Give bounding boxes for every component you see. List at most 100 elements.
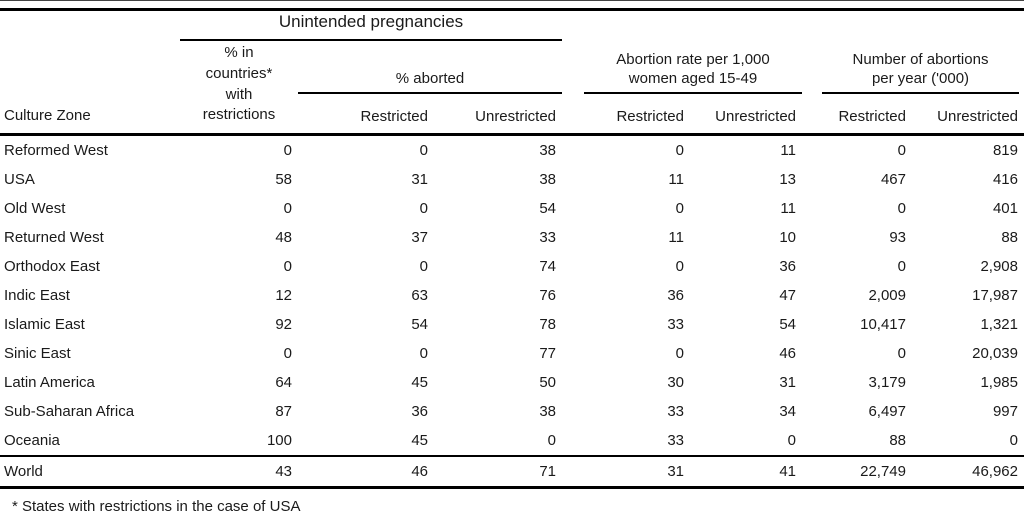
value-cell: 0 — [547, 432, 556, 449]
value-cell: 41 — [690, 455, 802, 489]
value-cell: 93 — [889, 229, 906, 246]
zone-cell: Indic East — [4, 287, 70, 304]
value-cell: 819 — [912, 133, 1024, 165]
table-row: Sub-Saharan Africa 87 36 38 33 34 6,497 … — [0, 397, 1024, 426]
value-cell: 36 — [779, 258, 796, 275]
value-cell: 38 — [434, 133, 562, 165]
column-header-count-unrestricted: Unrestricted — [937, 108, 1018, 125]
value-cell: 401 — [992, 200, 1018, 217]
value-cell: 11 — [690, 133, 802, 165]
value-cell: 48 — [275, 229, 292, 246]
value-cell: 0 — [675, 200, 684, 217]
value-cell: 997 — [992, 403, 1018, 420]
value-cell: 36 — [667, 287, 684, 304]
table-row: Latin America 64 45 50 30 31 3,179 1,985 — [0, 368, 1024, 397]
value-cell: 38 — [539, 171, 556, 188]
value-cell: 11 — [780, 200, 796, 217]
group-header-row: Culture Zone Unintended pregnancies Abor… — [0, 10, 1024, 124]
value-cell: 92 — [275, 316, 292, 333]
value-cell: 0 — [419, 345, 428, 362]
value-cell: 31 — [562, 455, 690, 489]
table-header: Culture Zone Unintended pregnancies Abor… — [0, 10, 1024, 135]
zone-cell: Sinic East — [4, 345, 71, 362]
value-cell: 87 — [275, 403, 292, 420]
zone-cell: Latin America — [4, 374, 95, 391]
column-header-culture-zone: Culture Zone — [4, 107, 91, 124]
value-cell: 0 — [419, 258, 428, 275]
value-cell: 54 — [539, 200, 556, 217]
value-cell: 33 — [667, 403, 684, 420]
value-cell: 0 — [675, 345, 684, 362]
culture-zone-abortion-table: Culture Zone Unintended pregnancies Abor… — [0, 8, 1024, 489]
value-cell: 467 — [880, 171, 906, 188]
value-cell: 46 — [298, 455, 434, 489]
value-cell: 76 — [539, 287, 556, 304]
footnote: * States with restrictions in the case o… — [12, 498, 301, 515]
value-cell: 13 — [779, 171, 796, 188]
value-cell: 0 — [283, 200, 292, 217]
value-cell: 100 — [266, 432, 292, 449]
value-cell: 0 — [675, 258, 684, 275]
value-cell: 22,749 — [802, 455, 912, 489]
value-cell: 45 — [411, 374, 428, 391]
table-row: Reformed West 0 0 38 0 11 0 819 — [0, 133, 1024, 165]
table-row: Islamic East 92 54 78 33 54 10,417 1,321 — [0, 310, 1024, 339]
table-body: Reformed West 0 0 38 0 11 0 819 USA 58 3… — [0, 133, 1024, 489]
value-cell: 71 — [434, 455, 562, 489]
value-cell: 33 — [667, 432, 684, 449]
value-cell: 38 — [539, 403, 556, 420]
value-cell: 54 — [411, 316, 428, 333]
value-cell: 46 — [779, 345, 796, 362]
column-header-aborted-unrestricted: Unrestricted — [475, 108, 556, 125]
value-cell: 10,417 — [860, 316, 906, 333]
value-cell: 1,985 — [980, 374, 1018, 391]
zone-cell: Sub-Saharan Africa — [4, 403, 135, 420]
value-cell: 30 — [667, 374, 684, 391]
value-cell: 0 — [787, 432, 796, 449]
table-row-world-total: World 43 46 71 31 41 22,749 46,962 — [0, 455, 1024, 489]
group-header-number-abortions: Number of abortions per year ('000) — [802, 10, 1024, 94]
value-cell: 0 — [897, 258, 906, 275]
value-cell: 416 — [992, 171, 1018, 188]
value-cell: 11 — [668, 171, 684, 188]
value-cell: 54 — [779, 316, 796, 333]
zone-cell: USA — [4, 171, 35, 188]
column-header-rate-restricted: Restricted — [616, 108, 684, 125]
column-header-rate-unrestricted: Unrestricted — [715, 108, 796, 125]
value-cell: 50 — [539, 374, 556, 391]
group-header-pct-aborted: % aborted — [298, 41, 562, 94]
value-cell: 0 — [562, 133, 690, 165]
value-cell: 47 — [779, 287, 796, 304]
value-cell: 31 — [411, 171, 428, 188]
value-cell: 0 — [298, 133, 434, 165]
value-cell: 37 — [411, 229, 428, 246]
zone-cell: Orthodox East — [4, 258, 100, 275]
value-cell: 20,039 — [972, 345, 1018, 362]
zone-cell: Returned West — [4, 229, 104, 246]
value-cell: 0 — [180, 133, 298, 165]
zone-cell: Oceania — [4, 432, 60, 449]
value-cell: 88 — [889, 432, 906, 449]
value-cell: 0 — [283, 345, 292, 362]
unintended-pregnancies-label: Unintended pregnancies — [180, 11, 562, 41]
value-cell: 3,179 — [868, 374, 906, 391]
table-row: Old West 0 0 54 0 11 0 401 — [0, 194, 1024, 223]
sub-header-row: Restricted Unrestricted Restricted Unres… — [0, 94, 1024, 135]
value-cell: 36 — [411, 403, 428, 420]
number-abortions-label: Number of abortions per year ('000) — [822, 50, 1019, 94]
zone-cell: Islamic East — [4, 316, 85, 333]
value-cell: 0 — [802, 133, 912, 165]
value-cell: 0 — [897, 345, 906, 362]
value-cell: 88 — [1001, 229, 1018, 246]
table-row: Orthodox East 0 0 74 0 36 0 2,908 — [0, 252, 1024, 281]
zone-cell: Reformed West — [0, 133, 180, 165]
value-cell: 17,987 — [972, 287, 1018, 304]
value-cell: 11 — [668, 229, 684, 246]
abortion-rate-label: Abortion rate per 1,000 women aged 15-49 — [584, 50, 802, 94]
value-cell: 33 — [539, 229, 556, 246]
column-header-count-restricted: Restricted — [838, 108, 906, 125]
value-cell: 1,321 — [980, 316, 1018, 333]
column-header-pct-countries-restrictions: % in countries* with restrictions — [202, 44, 276, 124]
group-header-abortion-rate: Abortion rate per 1,000 women aged 15-49 — [562, 10, 802, 94]
table-row: Returned West 48 37 33 11 10 93 88 — [0, 223, 1024, 252]
